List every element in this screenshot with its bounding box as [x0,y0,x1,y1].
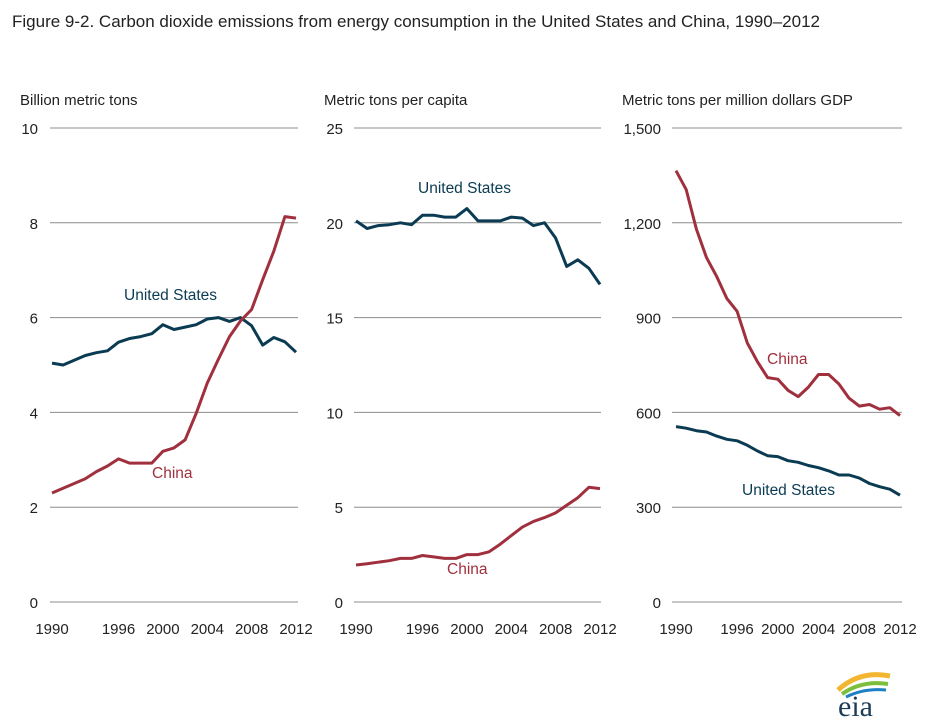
series-label-china: China [447,561,488,578]
y-tick-label: 10 [21,121,38,138]
y-tick-label: 4 [30,405,38,422]
x-tick-label: 1990 [35,621,68,638]
y-tick-label: 300 [636,500,661,517]
x-tick-label: 2008 [843,621,876,638]
x-tick-label: 2008 [539,621,572,638]
x-tick-label: 1990 [659,621,692,638]
y-tick-label: 600 [636,405,661,422]
series-label-china: China [152,465,193,482]
x-tick-label: 2004 [191,621,224,638]
y-axis-label: Billion metric tons [20,92,138,109]
x-tick-label: 2000 [761,621,794,638]
x-tick-label: 2000 [146,621,179,638]
series-line-china [674,169,901,417]
x-tick-label: 2012 [583,621,616,638]
x-tick-label: 1996 [102,621,135,638]
y-axis-label: Metric tons per million dollars GDP [622,92,853,109]
x-tick-label: 1996 [406,621,439,638]
y-tick-label: 0 [653,595,661,612]
y-tick-label: 10 [326,405,343,422]
x-tick-label: 2012 [279,621,312,638]
y-tick-label: 8 [30,216,38,233]
y-tick-label: 5 [335,500,343,517]
chart-panel-1: Billion metric tons 0 2 4 6 8 10 1990 1996 2000 20… [20,92,313,638]
y-tick-label: 15 [326,311,343,328]
series-line-china [51,215,297,495]
logo-text: eia [838,690,873,723]
chart-panel-3: Metric tons per million dollars GDP 0 300 6… [622,92,917,638]
y-tick-label: 0 [335,595,343,612]
x-tick-label: 2000 [450,621,483,638]
y-tick-label: 2 [30,500,38,517]
series-label-china: China [767,351,808,368]
y-axis-label: Metric tons per capita [324,92,468,109]
figure-title: Figure 9-2. Carbon dioxide emissions fro… [12,12,820,31]
series-line-united-states [675,425,901,497]
series-label-united-states: United States [124,287,217,304]
series-label-united-states: United States [418,180,511,197]
eia-logo: eia [836,672,891,723]
y-tick-label: 900 [636,311,661,328]
y-tick-label: 0 [30,595,38,612]
logo-arc-blue [845,688,887,699]
x-tick-label: 2008 [235,621,268,638]
y-tick-label: 1,200 [623,216,661,233]
x-tick-label: 1996 [720,621,753,638]
x-tick-label: 2004 [802,621,835,638]
x-tick-label: 2012 [883,621,916,638]
y-tick-label: 25 [326,121,343,138]
series-label-united-states: United States [742,482,835,499]
y-tick-label: 6 [30,311,38,328]
x-tick-label: 2004 [495,621,528,638]
y-tick-label: 1,500 [623,121,661,138]
series-line-united-states [355,207,602,286]
logo-arc-yellow [836,672,891,692]
series-line-united-states [51,316,298,367]
series-line-china [355,485,601,567]
logo-arc-green [840,681,889,696]
chart-panel-2: Metric tons per capita 0 5 10 15 20 25 1990 1996… [324,92,617,638]
y-tick-label: 20 [326,216,343,233]
x-tick-label: 1990 [339,621,372,638]
